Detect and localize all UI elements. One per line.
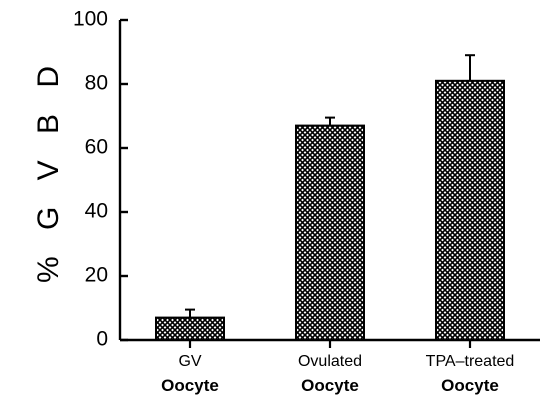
chart-marks: 0 20 40 60 80 100 GV Oocyte Ovulated Oocyte TPA–tr…: [73, 8, 540, 395]
category-label-line2: Oocyte: [301, 376, 359, 395]
y-tick-label: 40: [85, 200, 108, 223]
category-label-line2: Oocyte: [441, 376, 499, 395]
bar: [155, 316, 225, 342]
y-tick-label: 20: [85, 264, 108, 287]
y-tick-label: 0: [96, 328, 108, 351]
bar: [435, 79, 505, 342]
y-tick-label: 60: [85, 136, 108, 159]
category-label-line2: Oocyte: [161, 376, 219, 395]
y-axis-label: % G V B D: [32, 57, 65, 283]
category-label: TPA–treated: [426, 353, 515, 370]
bar: [295, 124, 365, 341]
category-label: Ovulated: [298, 353, 362, 370]
y-tick-label: 100: [73, 8, 108, 31]
category-label: GV: [178, 353, 201, 370]
y-tick-label: 80: [85, 72, 108, 95]
